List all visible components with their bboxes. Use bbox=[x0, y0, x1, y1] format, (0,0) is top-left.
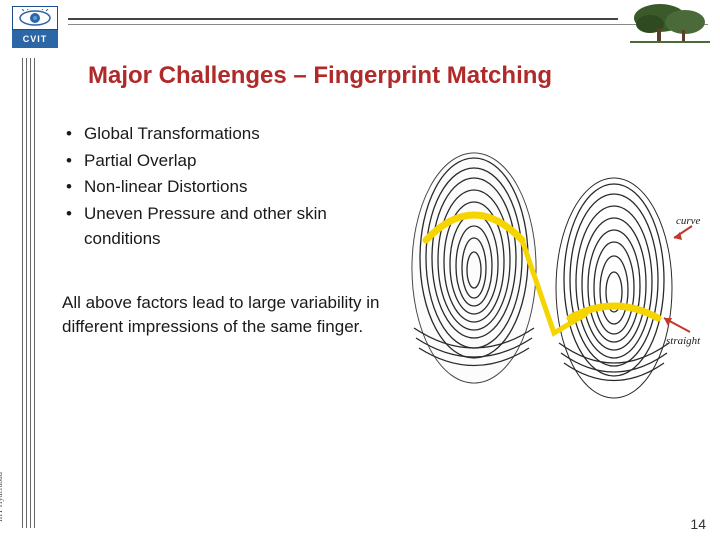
list-item: Uneven Pressure and other skin condition… bbox=[62, 202, 392, 251]
straight-label: straight bbox=[666, 335, 701, 347]
cvit-logo: CVIT bbox=[12, 6, 58, 50]
vertical-rules bbox=[22, 58, 36, 528]
slide-title: Major Challenges – Fingerprint Matching bbox=[88, 62, 552, 90]
header-rule-thin bbox=[68, 24, 708, 25]
list-item: Global Transformations bbox=[62, 122, 392, 147]
summary-text: All above factors lead to large variabil… bbox=[62, 291, 392, 339]
bullet-list: Global Transformations Partial Overlap N… bbox=[62, 122, 392, 251]
list-item: Partial Overlap bbox=[62, 149, 392, 174]
curve-label: curve bbox=[676, 215, 701, 227]
page-number: 14 bbox=[690, 516, 706, 532]
header-rule-thick bbox=[68, 18, 618, 20]
content-area: Global Transformations Partial Overlap N… bbox=[62, 122, 392, 339]
tree-icon bbox=[630, 2, 710, 46]
eye-icon bbox=[12, 6, 58, 30]
fingerprint-figure: curve straight bbox=[404, 118, 704, 448]
list-item: Non-linear Distortions bbox=[62, 175, 392, 200]
institution-label: IIIT Hyderabad bbox=[0, 472, 4, 522]
header: CVIT bbox=[0, 0, 720, 56]
logo-text: CVIT bbox=[12, 30, 58, 48]
